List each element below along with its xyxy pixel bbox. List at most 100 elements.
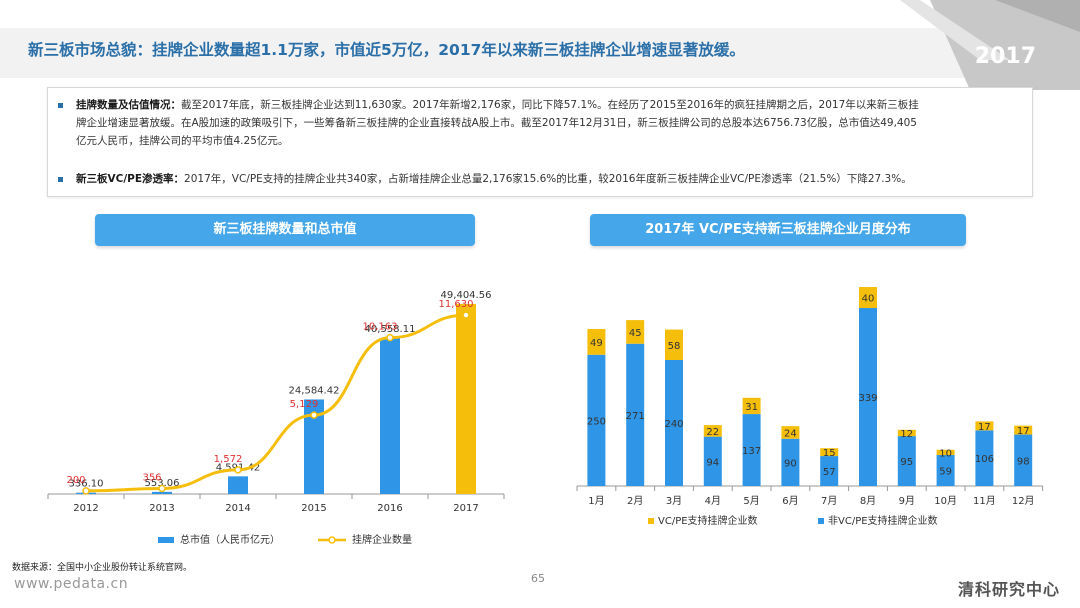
bar-vcpe — [703, 425, 722, 437]
bar-vcpe — [626, 320, 645, 344]
line-value-label: 200 — [66, 475, 85, 486]
x-tick-label: 2017 — [453, 503, 478, 514]
year-badge: 2017 — [974, 44, 1036, 69]
bar-value-label: 240 — [664, 419, 683, 430]
bar — [380, 338, 400, 494]
bar-vcpe — [936, 449, 955, 456]
bar-non-vcpe — [626, 343, 645, 486]
line-series-count — [85, 313, 467, 493]
right-chart: 250 49 1月 271 45 2月 240 58 3月 94 22 4月 137 31 5月 90 24 6月… — [576, 287, 1044, 527]
legend-label: 非VC/PE支持挂牌企业数 — [828, 514, 938, 527]
bar-value-label: 58 — [668, 341, 681, 352]
x-tick-label: 8月 — [860, 495, 876, 507]
bar — [228, 476, 248, 494]
bar-value-label: 15 — [823, 448, 836, 459]
bar-value-label: 271 — [626, 411, 645, 422]
bar-vcpe — [897, 429, 916, 437]
line-value-label: 5,129 — [290, 399, 319, 410]
bar-value-label: 45 — [629, 328, 642, 339]
bar — [152, 491, 172, 494]
x-tick-label: 2015 — [301, 503, 326, 514]
bar-non-vcpe — [703, 436, 722, 486]
legend-label: VC/PE支持挂牌企业数 — [658, 514, 758, 527]
page-number: 65 — [531, 572, 545, 585]
header-band — [0, 28, 1080, 78]
bar-vcpe — [742, 397, 761, 415]
x-tick-label: 6月 — [782, 495, 798, 507]
line-point — [310, 411, 318, 419]
x-tick-label: 11月 — [973, 495, 996, 507]
bar-non-vcpe — [975, 430, 994, 486]
line-point — [82, 487, 90, 495]
line-value-label: 356 — [142, 473, 161, 484]
line-point — [234, 466, 242, 474]
bar-value-label: 336.10 — [69, 479, 104, 490]
bullet-2-label: 新三板VC/PE渗透率： — [76, 173, 185, 185]
x-tick-label: 1月 — [588, 495, 604, 507]
bar-value-label: 17 — [978, 422, 991, 433]
bar-value-label: 12 — [900, 429, 913, 440]
left-panel-title: 新三板挂牌数量和总市值 — [95, 214, 475, 246]
bar-vcpe — [1014, 425, 1033, 435]
line-value-label: 10,163 — [363, 322, 398, 333]
bar-value-label: 49,404.56 — [441, 290, 492, 301]
x-tick-label: 9月 — [899, 495, 915, 507]
bar-value-label: 31 — [745, 402, 758, 413]
legend-swatch-bar — [158, 537, 174, 543]
x-tick-label: 2014 — [225, 503, 250, 514]
bullet-square-icon — [58, 177, 63, 182]
summary-bullet-1: 挂牌数量及估值情况：截至2017年底，新三板挂牌企业达到11,630家。2017… — [58, 96, 919, 150]
bar-non-vcpe — [587, 354, 606, 486]
bar-value-label: 106 — [975, 454, 994, 465]
legend-swatch-vcpe — [648, 518, 654, 524]
bar-value-label: 40 — [862, 294, 875, 305]
bar-value-label: 24,584.42 — [289, 385, 340, 396]
legend-label: 总市值（人民币亿元） — [180, 533, 280, 546]
line-point — [386, 333, 394, 342]
bar-vcpe — [587, 329, 606, 355]
x-tick-label: 5月 — [743, 495, 759, 507]
bar-value-label: 137 — [742, 446, 761, 457]
bar-vcpe — [665, 329, 683, 360]
right-panel-title: 2017年 VC/PE支持新三板挂牌企业月度分布 — [590, 214, 966, 246]
summary-box: 挂牌数量及估值情况：截至2017年底，新三板挂牌企业达到11,630家。2017… — [47, 87, 1033, 197]
summary-bullet-2: 新三板VC/PE渗透率：2017年，VC/PE支持的挂牌企业共340家，占新增挂… — [58, 170, 912, 188]
x-tick-label: 2月 — [627, 495, 643, 507]
bar-vcpe — [975, 421, 994, 431]
bar-value-label: 59 — [939, 467, 952, 478]
line-point — [462, 311, 470, 319]
x-tick-label: 7月 — [821, 495, 837, 507]
bar-non-vcpe — [859, 308, 877, 486]
line-point — [158, 484, 166, 493]
legend-swatch-marker — [328, 536, 336, 544]
bar-non-vcpe — [936, 455, 955, 486]
x-tick-label: 2013 — [149, 503, 174, 514]
bullet-1-label: 挂牌数量及估值情况： — [76, 99, 181, 111]
bar-value-label: 95 — [900, 457, 913, 468]
line-value-label: 1,572 — [214, 454, 243, 465]
bar-vcpe — [859, 287, 877, 309]
bar-value-label: 94 — [706, 457, 719, 468]
bullet-1-line3: 亿元人民币，挂牌公司的平均市值4.25亿元。 — [76, 135, 289, 147]
bar-value-label: 17 — [1017, 426, 1030, 437]
page-title: 新三板市场总貌：挂牌企业数量超1.1万家，市值近5万亿，2017年以来新三板挂牌… — [28, 41, 745, 59]
year-corner-decoration — [900, 0, 1080, 90]
data-source: 数据来源：全国中小企业股份转让系统官网。 — [12, 563, 193, 573]
bar-value-label: 250 — [587, 416, 606, 427]
x-tick-label: 12月 — [1012, 495, 1035, 507]
x-tick-label: 2016 — [377, 503, 402, 514]
left-chart: 336.102012553.0620134,591.42201424,584.4… — [47, 290, 505, 546]
bar-value-label: 10 — [939, 448, 952, 459]
bar-value-label: 24 — [784, 428, 797, 439]
bar-value-label: 40,558.11 — [365, 324, 416, 335]
line-value-label: 11,630 — [439, 299, 474, 310]
x-tick-label: 2012 — [73, 503, 98, 514]
bar-vcpe — [781, 426, 800, 439]
bar-value-label: 49 — [590, 338, 603, 349]
brand-name: 清科研究中心 — [957, 580, 1060, 599]
bullet-1-line1: 截至2017年底，新三板挂牌企业达到11,630家。2017年新增2,176家，… — [181, 99, 919, 111]
bar-non-vcpe — [820, 456, 839, 486]
bullet-2-text: 2017年，VC/PE支持的挂牌企业共340家，占新增挂牌企业总量2,176家1… — [184, 173, 912, 185]
bar — [304, 399, 324, 494]
legend-label: 挂牌企业数量 — [352, 533, 412, 546]
